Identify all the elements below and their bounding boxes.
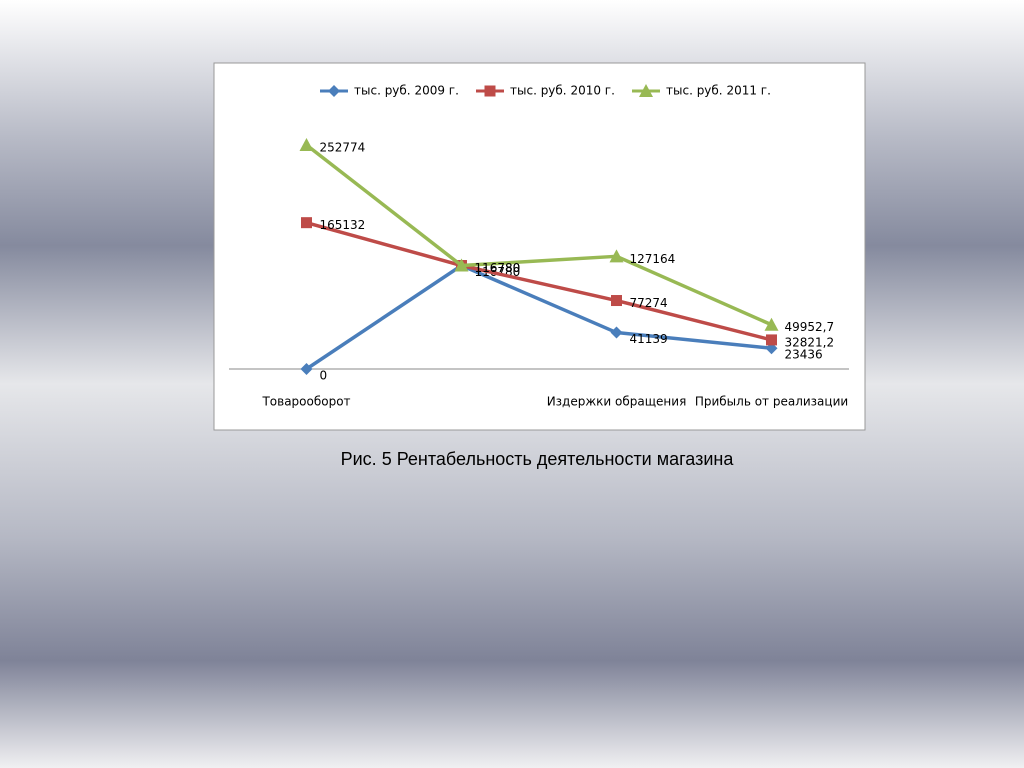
marker: [609, 249, 624, 263]
marker: [611, 295, 622, 307]
x-tick-label: Товарооборот: [261, 395, 350, 409]
data-label: 127164: [630, 252, 676, 266]
chart-frame: [213, 62, 866, 431]
marker: [300, 363, 313, 375]
data-label: 41139: [630, 332, 668, 346]
caption: Рис. 5 Рентабельность деятельности магаз…: [341, 449, 735, 469]
data-label: 252774: [320, 141, 366, 155]
marker: [766, 334, 777, 346]
x-tick-label: Издержки обращения: [547, 395, 687, 409]
series-line: [306, 220, 772, 342]
data-label: 0: [320, 369, 328, 383]
marker: [639, 84, 653, 97]
data-label: 165132: [320, 218, 366, 232]
marker: [764, 317, 779, 331]
marker: [301, 217, 312, 229]
data-label: 49952,7: [785, 320, 835, 334]
marker: [454, 258, 469, 272]
data-label: 116780: [475, 261, 521, 275]
series-line: [305, 263, 772, 371]
legend-label: тыс. руб. 2010 г.: [510, 84, 615, 98]
marker: [328, 85, 340, 97]
data-label: 32821,2: [785, 335, 835, 349]
marker: [299, 138, 314, 152]
series-line: [305, 143, 773, 327]
marker: [484, 85, 496, 97]
legend-label: тыс. руб. 2009 г.: [354, 84, 459, 98]
marker: [610, 326, 623, 339]
data-label: 77274: [630, 296, 668, 310]
x-tick-label: Прибыль от реализации: [695, 395, 848, 409]
legend-label: тыс. руб. 2011 г.: [666, 84, 771, 98]
data-label: 23436: [785, 348, 823, 362]
